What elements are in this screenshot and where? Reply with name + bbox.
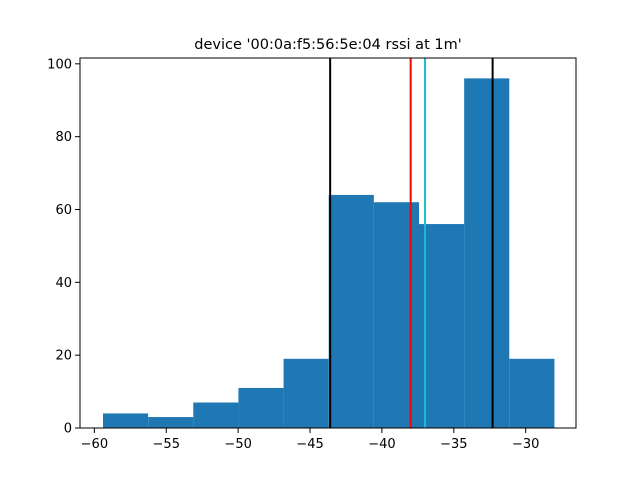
x-tick-label: −55 (153, 437, 180, 452)
x-tick-label: −30 (512, 437, 539, 452)
x-axis: −60 −55 −50 −45 −40 −35 −30 (81, 428, 539, 452)
axes-frame (79, 57, 577, 429)
x-tick-label: −40 (368, 437, 395, 452)
y-tick-label: 20 (55, 349, 72, 364)
y-tick-label: 60 (55, 203, 72, 218)
y-tick-label: 100 (47, 57, 72, 72)
x-tick-label: −45 (296, 437, 323, 452)
y-tick-label: 40 (55, 276, 72, 291)
histogram-bar-5 (328, 194, 374, 428)
histogram-bar-7 (419, 224, 465, 428)
histogram-bar-9 (509, 358, 555, 428)
histogram-bar-6 (373, 202, 420, 428)
y-tick-label: 80 (55, 130, 72, 145)
histogram-bar-8 (464, 78, 510, 428)
y-tick-label: 0 (64, 422, 72, 437)
histogram-bar-2 (193, 402, 239, 428)
chart-title: device '00:0a:f5:56:5e:04 rssi at 1m' (194, 37, 461, 53)
histogram-bar-1 (148, 417, 194, 428)
histogram-bar-4 (283, 358, 329, 428)
x-tick-label: −50 (224, 437, 251, 452)
histogram-bars (103, 78, 555, 428)
histogram-bar-3 (238, 387, 284, 428)
histogram-bar-0 (103, 413, 149, 428)
y-axis: 0 20 40 60 80 100 (47, 57, 80, 437)
reference-lines (329, 58, 494, 428)
x-tick-label: −35 (440, 437, 467, 452)
x-tick-label: −60 (81, 437, 108, 452)
